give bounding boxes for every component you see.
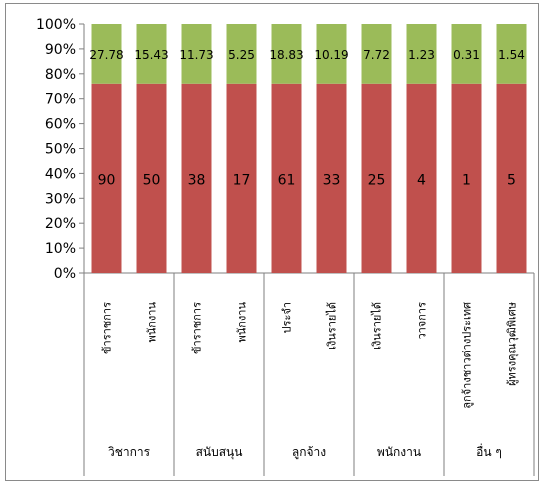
x-group-label: ลูกจ้าง (292, 445, 326, 460)
x-category-label: ข้าราชการ (191, 302, 204, 354)
data-label-percent: 1.54 (498, 48, 525, 62)
bar-segment-count (496, 83, 527, 273)
x-category-label: ประจำ (281, 302, 294, 333)
x-category-label: พนักงาน (146, 302, 159, 343)
bar-segment-count (136, 83, 167, 273)
x-category-label: ลูกจ้างชาวต่างประเทศ (461, 302, 474, 409)
data-label-percent: 10.19 (314, 48, 348, 62)
y-tick-label: 70% (45, 92, 76, 108)
bar-segment-percent (316, 24, 347, 84)
bar-segment-count (316, 83, 347, 273)
y-tick-label: 50% (45, 142, 76, 158)
data-label-count: 1 (462, 172, 471, 188)
x-category-label: วาจการ (416, 302, 429, 340)
data-label-percent: 11.73 (179, 48, 213, 62)
y-tick-label: 20% (45, 216, 76, 232)
y-tick-label: 90% (45, 42, 76, 58)
x-category-label: เงินรายได้ (326, 302, 339, 350)
data-label-count: 4 (417, 172, 426, 188)
bar-segment-count (271, 83, 302, 273)
data-label-percent: 0.31 (453, 48, 480, 62)
x-category-label: ผู้ทรงคุณวุฒิพิเศษ (506, 302, 519, 386)
x-category-label: พนักงาน (236, 302, 249, 343)
data-label-percent: 27.78 (89, 48, 123, 62)
stacked-bar-chart: 0% 10% 20% 30% 40% 50% 60% 70% 80% 90% 100% 90 27.78… (36, 17, 535, 476)
data-label-count: 25 (368, 172, 386, 188)
x-group-label: วิชาการ (108, 445, 151, 459)
data-label-count: 50 (143, 172, 161, 188)
x-group-label: อื่น ๆ (476, 443, 502, 459)
data-label-percent: 5.25 (228, 48, 255, 62)
data-label-percent: 1.23 (408, 48, 435, 62)
data-label-count: 61 (278, 172, 296, 188)
x-category-label: เงินรายได้ (371, 302, 384, 350)
y-tick-label: 30% (45, 191, 76, 207)
chart-frame: 0% 10% 20% 30% 40% 50% 60% 70% 80% 90% 100% 90 27.78… (5, 3, 539, 481)
bar-segment-percent (361, 24, 392, 84)
bar-segment-count (361, 83, 392, 273)
y-tick-label: 40% (45, 166, 76, 182)
data-label-count: 90 (98, 172, 116, 188)
bar-segment-percent (271, 24, 302, 84)
data-label-percent: 15.43 (134, 48, 168, 62)
data-label-count: 17 (233, 172, 251, 188)
data-label-count: 38 (188, 172, 206, 188)
bar-segment-percent (181, 24, 212, 84)
bar-segment-percent (136, 24, 167, 84)
y-tick-label: 100% (36, 17, 76, 33)
x-group-label: สนับสนุน (196, 445, 243, 460)
bar-segment-count (91, 83, 122, 273)
bar-segment-count (226, 83, 257, 273)
bar-segment-count (181, 83, 212, 273)
x-category-label: ข้าราชการ (101, 302, 114, 354)
y-tick-label: 0% (54, 266, 76, 282)
y-tick-label: 80% (45, 67, 76, 83)
bar-segment-percent (496, 24, 527, 84)
bar-segment-percent (406, 24, 437, 84)
bar-segment-percent (451, 24, 482, 84)
y-tick-label: 10% (45, 241, 76, 257)
bar-segment-percent (91, 24, 122, 84)
data-label-percent: 18.83 (269, 48, 303, 62)
y-tick-label: 60% (45, 117, 76, 133)
data-label-percent: 7.72 (363, 48, 390, 62)
data-label-count: 5 (507, 172, 516, 188)
bar-segment-percent (226, 24, 257, 84)
bar-segment-count (406, 83, 437, 273)
bar-segment-count (451, 83, 482, 273)
data-label-count: 33 (323, 172, 341, 188)
x-group-label: พนักงาน (377, 445, 421, 459)
